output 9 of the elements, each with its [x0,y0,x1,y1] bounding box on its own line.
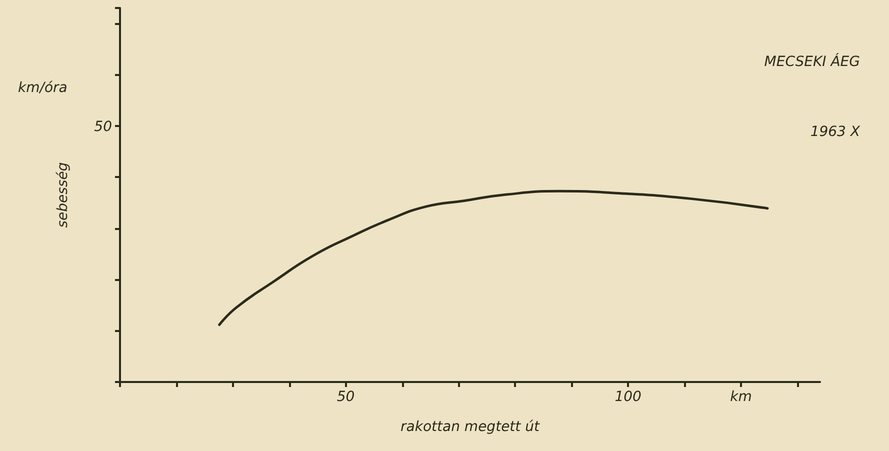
text: km/óra [18,80,68,96]
x-axis-title: rakottan megtett út [400,419,540,435]
text: 1963 X [810,124,860,140]
x-tick-label: 50 [336,389,355,405]
x-tick-label: 100 [614,389,642,405]
y-axis-title: sebesség [55,162,71,228]
text: 50 [94,119,112,135]
x-tick-label: km [730,389,752,405]
text: MECSEKI ÁEG [764,53,860,70]
